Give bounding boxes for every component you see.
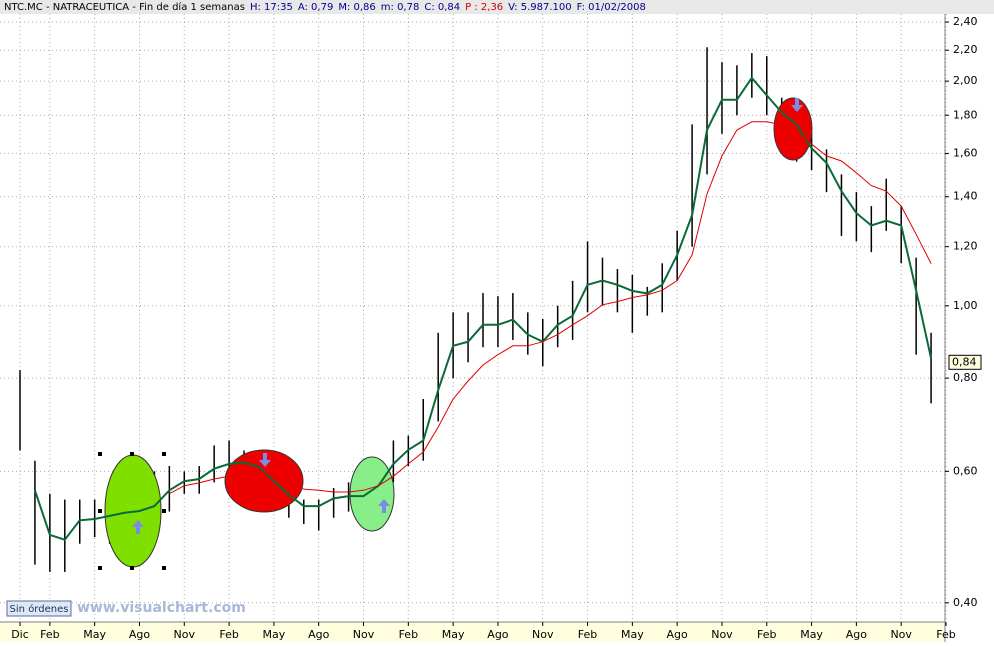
x-tick-label: Ago	[846, 628, 868, 641]
orders-button-label[interactable]: Sin órdenes	[10, 603, 69, 615]
x-tick-label: May	[621, 628, 644, 641]
y-tick-label: 0,40	[953, 596, 978, 609]
last-value-label: 0,84	[952, 355, 977, 368]
signal-ellipse	[349, 456, 395, 532]
x-tick-label: Ago	[487, 628, 509, 641]
x-tick-label: Feb	[578, 628, 597, 641]
down-arrow	[791, 98, 803, 112]
x-tick-label: Ago	[129, 628, 151, 641]
header-field: A: 0,79	[298, 2, 333, 13]
header: NTC.MC - NATRACEUTICA - Fin de día 1 sem…	[4, 1, 646, 13]
up-arrow	[132, 520, 144, 534]
y-tick-label: 0,60	[953, 464, 978, 477]
y-tick-label: 2,00	[953, 74, 978, 87]
y-tick-label: 1,60	[953, 146, 978, 159]
x-tick-label: May	[442, 628, 465, 641]
header-bar	[0, 0, 994, 14]
orders-button[interactable]	[6, 600, 72, 617]
header-title: NTC.MC - NATRACEUTICA - Fin de día 1 sem…	[4, 1, 245, 13]
header-field: H: 17:35	[250, 2, 293, 13]
header-field: m: 0,78	[381, 2, 420, 13]
x-tick-label: Feb	[399, 628, 418, 641]
y-tick-label: 1,20	[953, 240, 978, 253]
header-field: C: 0,84	[424, 2, 460, 13]
y-tick-label: 1,80	[953, 108, 978, 121]
x-tick-label: Ago	[308, 628, 330, 641]
header-field: F: 01/02/2008	[577, 2, 646, 13]
up-arrow	[378, 499, 390, 513]
y-tick-label: 1,00	[953, 299, 978, 312]
x-tick-label: Feb	[219, 628, 238, 641]
x-tick-label: Dic	[11, 628, 29, 641]
x-tick-label: Nov	[174, 628, 196, 641]
header-field: M: 0,86	[338, 2, 375, 13]
x-axis-strip	[0, 622, 945, 642]
signal-ellipse	[224, 449, 304, 513]
x-tick-label: Nov	[890, 628, 912, 641]
x-tick-label: Nov	[532, 628, 554, 641]
y-tick-label: 0,80	[953, 371, 978, 384]
down-arrow	[259, 453, 271, 467]
x-tick-label: Feb	[40, 628, 59, 641]
last-value-box	[948, 354, 982, 370]
signals	[98, 97, 813, 570]
x-tick-label: Nov	[353, 628, 375, 641]
y-tick-label: 1,40	[953, 190, 978, 203]
ma-line	[169, 121, 932, 495]
y-tick-label: 2,40	[953, 15, 978, 28]
watermark: www.visualchart.com	[77, 600, 246, 616]
x-tick-label: May	[263, 628, 286, 641]
selection-handles	[98, 452, 166, 570]
x-tick-label: May	[800, 628, 823, 641]
header-field: V: 5.987.100	[508, 2, 571, 13]
arrows	[132, 98, 803, 534]
x-tick-label: Nov	[711, 628, 733, 641]
x-tick-label: Feb	[936, 628, 955, 641]
ma-line	[33, 76, 933, 541]
x-tick-label: Ago	[667, 628, 689, 641]
x-tick-label: May	[83, 628, 106, 641]
header-field: P : 2,36	[465, 2, 503, 13]
x-tick-label: Feb	[757, 628, 776, 641]
y-tick-label: 2,20	[953, 43, 978, 56]
